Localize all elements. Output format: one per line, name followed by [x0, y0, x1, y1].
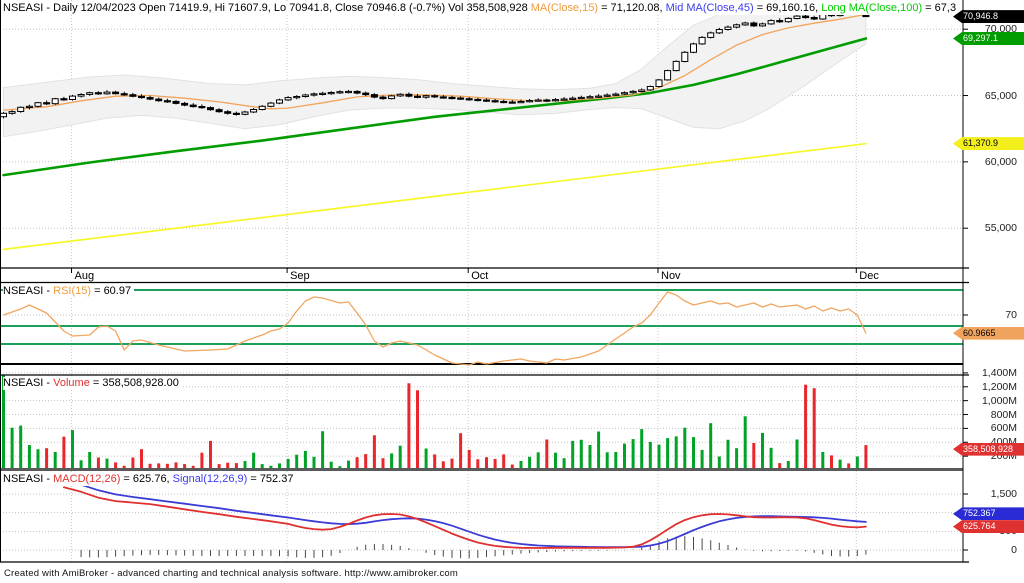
price-title-seg: NSEASI - Daily 12/04/2023 Open 71419.9, …	[3, 2, 531, 14]
y-axis-label: 1,400M	[981, 366, 1017, 379]
month-label: Sep	[290, 270, 310, 282]
y-axis-label: 1,000M	[981, 394, 1017, 407]
ma15-label: MA(Close,15)	[530, 2, 599, 14]
y-axis-label: 65,000	[984, 89, 1017, 102]
price-pane-title: NSEASI - Daily 12/04/2023 Open 71419.9, …	[3, 2, 960, 15]
last-value-tag: 60.9665	[953, 326, 1024, 340]
y-axis-label: 1,500	[990, 488, 1017, 500]
y-axis-label: 800M	[990, 408, 1017, 421]
last-value-tag: 69,297.1	[953, 32, 1024, 45]
last-value-tag: 752.367	[953, 507, 1024, 521]
ma100-label: Long MA(Close,100)	[821, 2, 923, 14]
macd-pane-title: NSEASI - MACD(12,26) = 625.76, Signal(12…	[3, 473, 297, 486]
last-value-tag: 70,946.8	[953, 10, 1024, 24]
last-value-tag: 61,370.9	[953, 137, 1024, 151]
volume-label: Volume	[53, 377, 90, 389]
last-value-tag: 625.764	[953, 520, 1024, 534]
month-label: Oct	[471, 270, 489, 282]
y-axis-label: 600M	[990, 422, 1017, 435]
ma45-label: Mid MA(Close,45)	[665, 2, 754, 14]
month-label: Nov	[661, 270, 681, 282]
last-value-tag: 358,508,928	[953, 442, 1024, 456]
rsi-label: RSI(15)	[53, 285, 92, 297]
y-axis-label: 1,200M	[981, 380, 1017, 393]
y-axis-label: 60,000	[984, 155, 1017, 168]
macd-label: MACD(12,26)	[53, 473, 121, 485]
y-axis-label: 55,000	[984, 222, 1017, 235]
footer-credit: Created with AmiBroker - advanced charti…	[4, 568, 459, 579]
volume-pane-title: NSEASI - Volume = 358,508,928.00	[3, 377, 182, 390]
month-label: Aug	[74, 270, 95, 282]
rsi-pane-title: NSEASI - RSI(15) = 60.97	[3, 285, 135, 298]
y-axis-label: 70	[1005, 309, 1017, 321]
y-axis-label: 0	[1011, 544, 1017, 556]
month-label: Dec	[859, 270, 879, 282]
signal-label: Signal(12,26,9)	[172, 473, 248, 485]
